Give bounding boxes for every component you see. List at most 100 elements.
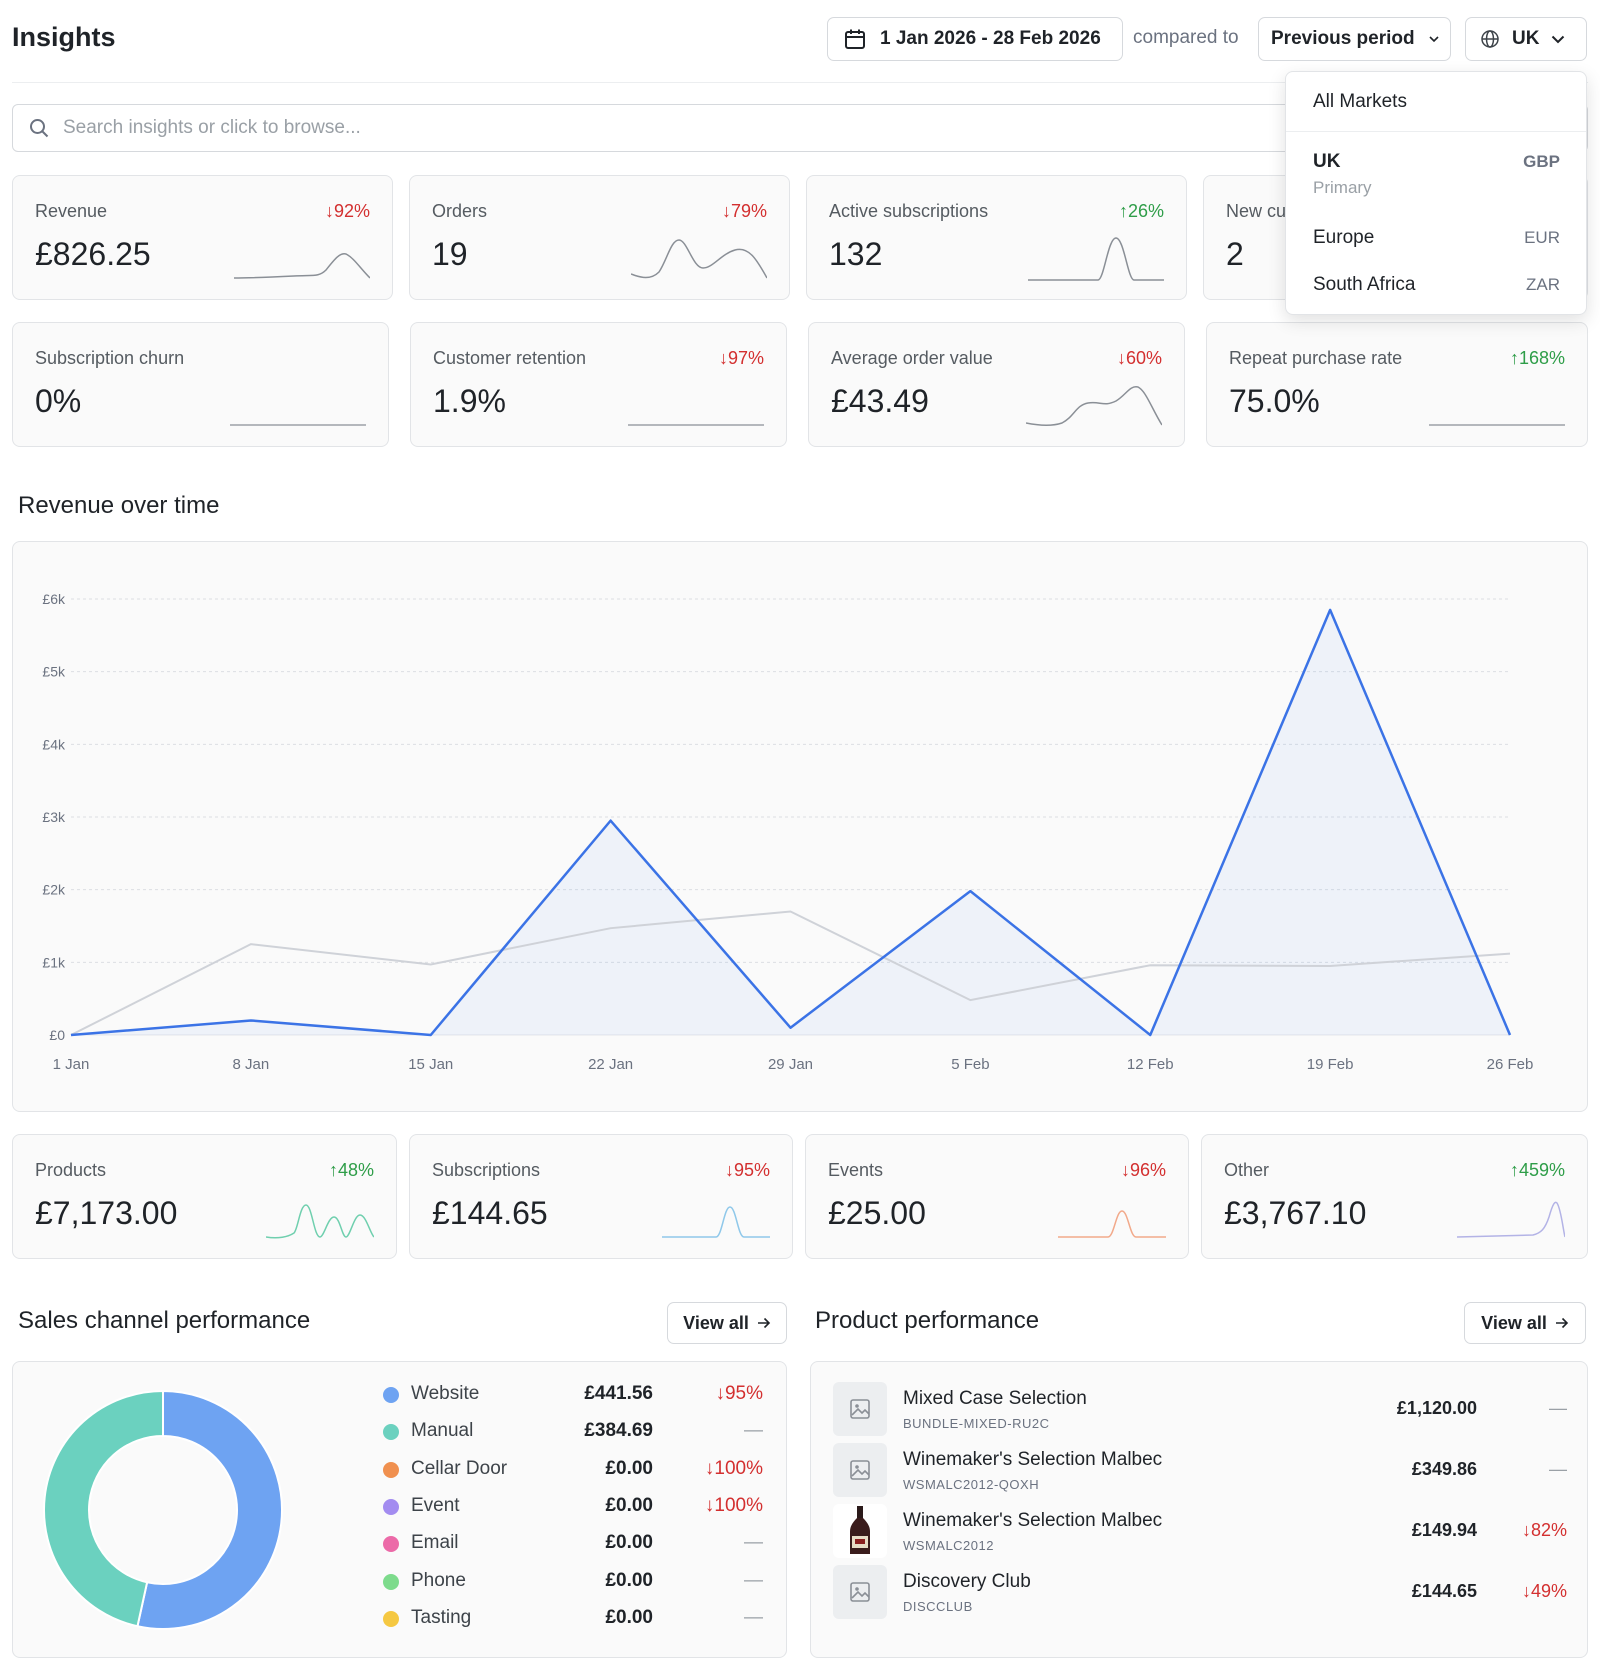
kpi-card-average-order-value[interactable]: Average order value ↓60% £43.49 <box>808 322 1185 447</box>
product-name: Mixed Case Selection <box>903 1388 1087 1409</box>
channel-row-event[interactable]: Event £0.00 ↓100% <box>383 1493 763 1523</box>
donut-slice-manual[interactable] <box>43 1389 164 1628</box>
kpi-card-orders[interactable]: Orders ↓79% 19 <box>409 175 790 300</box>
sparkline <box>1026 386 1162 427</box>
channel-amount: £0.00 <box>605 1569 653 1591</box>
dropdown-divider <box>1286 131 1586 132</box>
category-delta: ↓96% <box>1120 1160 1166 1180</box>
sparkline <box>1058 1210 1166 1238</box>
comparison-period-select[interactable]: Previous period <box>1258 17 1451 61</box>
arrow-right-icon <box>1555 1317 1568 1329</box>
sparkline <box>1429 424 1565 426</box>
category-card-other[interactable]: Other ↑459% £3,767.10 <box>1201 1134 1588 1259</box>
chevron-down-icon <box>1552 35 1565 43</box>
channel-row-cellar-door[interactable]: Cellar Door £0.00 ↓100% <box>383 1456 763 1486</box>
category-label: Subscriptions <box>432 1160 541 1180</box>
arrow-right-icon <box>757 1317 770 1329</box>
channel-row-manual[interactable]: Manual £384.69 — <box>383 1418 763 1448</box>
channel-row-email[interactable]: Email £0.00 — <box>383 1530 763 1560</box>
sparkline <box>266 1204 374 1239</box>
date-range-label: 1 Jan 2026 - 28 Feb 2026 <box>880 28 1101 49</box>
channel-row-website[interactable]: Website £441.56 ↓95% <box>383 1381 763 1411</box>
product-row[interactable]: Winemaker's Selection Malbec WSMALC2012-Q… <box>833 1443 1567 1499</box>
category-card-products[interactable]: Products ↑48% £7,173.00 <box>12 1134 397 1259</box>
compared-to-label: compared to <box>1133 27 1239 48</box>
kpi-card-revenue[interactable]: Revenue ↓92% £826.25 <box>12 175 393 300</box>
market-option-south-africa[interactable]: South Africa <box>1313 274 1416 295</box>
donut-slice-website[interactable] <box>136 1389 283 1630</box>
sales-channel-title: Sales channel performance <box>18 1307 311 1334</box>
sales-channel-panel: Website £441.56 ↓95% Manual £384.69 — Cellar D… <box>12 1361 787 1658</box>
product-performance-view-all-button[interactable]: View all <box>1464 1302 1586 1344</box>
page-title: Insights <box>12 22 116 52</box>
kpi-label: Revenue <box>35 201 108 221</box>
channel-amount: £0.00 <box>605 1532 653 1554</box>
channel-change: ↓100% <box>704 1494 763 1516</box>
kpi-delta: ↑26% <box>1118 201 1164 221</box>
product-thumbnail <box>833 1565 887 1619</box>
kpi-value: £43.49 <box>831 383 929 419</box>
category-value: £25.00 <box>828 1195 926 1231</box>
channel-row-tasting[interactable]: Tasting £0.00 — <box>383 1605 763 1635</box>
revenue-chart: £0 £1k £2k £3k £4k £5k £6k 1 Jan 8 Jan 15 Jan 22 J… <box>12 541 1588 1112</box>
y-tick-label: £6k <box>42 591 66 607</box>
channel-change: — <box>744 1420 763 1442</box>
market-label: UK <box>1512 28 1540 49</box>
y-tick-label: £3k <box>42 809 66 825</box>
kpi-value: 19 <box>432 236 468 272</box>
product-performance-panel: Mixed Case Selection BUNDLE-MIXED-RU2C £1,… <box>810 1361 1588 1658</box>
channel-row-phone[interactable]: Phone £0.00 — <box>383 1568 763 1598</box>
view-all-label: View all <box>1481 1312 1547 1333</box>
product-performance-title: Product performance <box>815 1307 1040 1334</box>
sparkline <box>631 239 767 279</box>
sparkline <box>230 424 366 426</box>
y-tick-label: £1k <box>42 954 66 970</box>
image-placeholder-icon <box>850 1582 870 1602</box>
chevron-down-icon <box>1429 36 1439 43</box>
product-revenue: £1,120.00 <box>1396 1398 1477 1418</box>
kpi-delta: ↓79% <box>721 201 767 221</box>
market-currency-eur: EUR <box>1524 228 1560 247</box>
product-row[interactable]: Mixed Case Selection BUNDLE-MIXED-RU2C £1,… <box>833 1382 1567 1438</box>
kpi-label: Orders <box>432 201 488 221</box>
kpi-delta: ↓97% <box>718 348 764 368</box>
kpi-card-active-subscriptions[interactable]: Active subscriptions ↑26% 132 <box>806 175 1187 300</box>
product-name: Winemaker's Selection Malbec <box>903 1449 1163 1470</box>
search-bar[interactable] <box>12 104 1588 152</box>
search-input[interactable] <box>63 117 1063 139</box>
sparkline <box>1028 237 1164 281</box>
market-select[interactable]: UK <box>1465 17 1587 61</box>
market-option-europe[interactable]: Europe <box>1313 227 1375 248</box>
category-label: Other <box>1224 1160 1270 1180</box>
product-name: Winemaker's Selection Malbec <box>903 1510 1163 1531</box>
category-delta: ↓95% <box>724 1160 770 1180</box>
view-all-label: View all <box>683 1312 749 1333</box>
kpi-card-customer-retention[interactable]: Customer retention ↓97% 1.9% <box>410 322 787 447</box>
y-tick-label: £2k <box>42 882 66 898</box>
product-change: ↓82% <box>1521 1520 1567 1540</box>
category-label: Events <box>828 1160 884 1180</box>
market-option-all[interactable]: All Markets <box>1313 91 1407 112</box>
category-label: Products <box>35 1160 107 1180</box>
sparkline <box>234 252 370 279</box>
category-value: £7,173.00 <box>35 1195 178 1231</box>
comparison-period-label: Previous period <box>1271 28 1415 49</box>
market-primary-label: Primary <box>1313 178 1372 197</box>
category-card-events[interactable]: Events ↓96% £25.00 <box>805 1134 1189 1259</box>
channel-amount: £384.69 <box>584 1420 653 1442</box>
kpi-card-repeat-purchase-rate[interactable]: Repeat purchase rate ↑168% 75.0% <box>1206 322 1588 447</box>
product-row[interactable]: Discovery Club DISCCLUB £144.65 ↓49% <box>833 1565 1567 1621</box>
sales-channel-view-all-button[interactable]: View all <box>667 1302 787 1344</box>
product-sku: BUNDLE-MIXED-RU2C <box>903 1416 1050 1431</box>
date-range-button[interactable]: 1 Jan 2026 - 28 Feb 2026 <box>827 17 1123 61</box>
product-row[interactable]: Winemaker's Selection Malbec WSMALC2012 £1… <box>833 1504 1567 1560</box>
x-tick-label: 15 Jan <box>408 1056 453 1073</box>
category-card-subscriptions[interactable]: Subscriptions ↓95% £144.65 <box>409 1134 793 1259</box>
kpi-card-subscription-churn[interactable]: Subscription churn 0% <box>12 322 389 447</box>
kpi-value: 0% <box>35 383 82 419</box>
product-thumbnail <box>833 1382 887 1436</box>
x-tick-label: 22 Jan <box>588 1056 633 1073</box>
market-option-uk[interactable]: UK <box>1313 151 1341 172</box>
product-revenue: £149.94 <box>1411 1520 1477 1540</box>
x-tick-label: 26 Feb <box>1487 1056 1534 1073</box>
